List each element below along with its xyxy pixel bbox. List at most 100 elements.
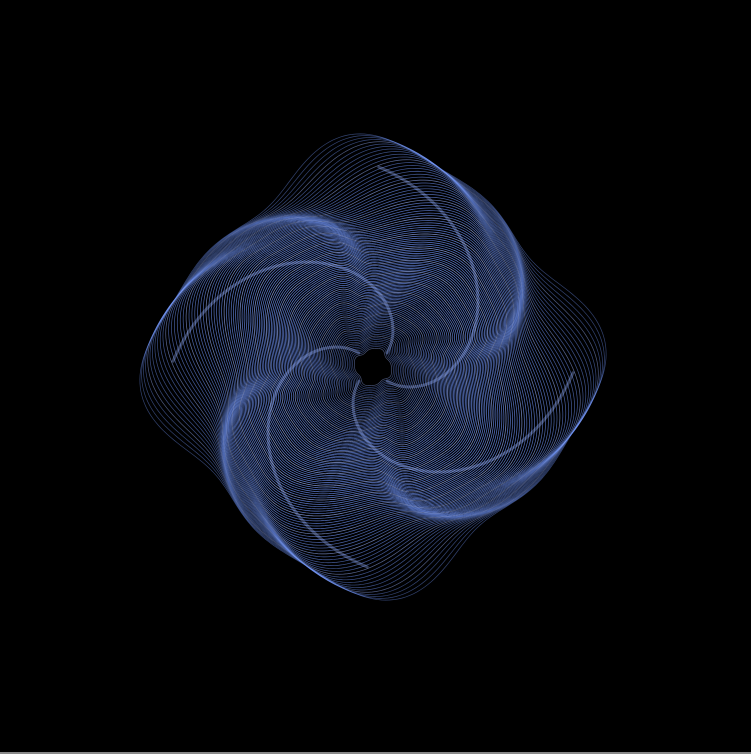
swirl-line xyxy=(339,333,407,401)
swirl-line xyxy=(244,238,502,496)
swirl-line xyxy=(321,315,425,419)
spiral-arm xyxy=(377,165,480,389)
swirl-line xyxy=(162,156,584,578)
swirl-line xyxy=(262,256,484,478)
swirl-line xyxy=(334,328,412,406)
swirl-line xyxy=(324,318,422,416)
swirl-line xyxy=(329,323,417,411)
swirl-line xyxy=(315,309,431,425)
swirl-line xyxy=(249,243,497,491)
swirl-line xyxy=(269,263,477,471)
swirl-line xyxy=(205,199,541,535)
swirl-line xyxy=(213,207,533,527)
swirl-line xyxy=(235,229,511,505)
swirl-line xyxy=(311,305,435,429)
swirl-line xyxy=(233,227,513,507)
swirl-line xyxy=(350,344,396,390)
swirl-line xyxy=(328,322,418,412)
swirl-line xyxy=(200,194,546,540)
spiral-arm xyxy=(171,260,395,363)
swirl-line xyxy=(314,308,432,426)
swirl-line xyxy=(309,303,437,431)
swirl-line xyxy=(352,346,394,388)
swirl-line xyxy=(154,148,592,586)
swirl-line xyxy=(176,170,570,564)
swirl-line xyxy=(141,135,605,599)
swirl-line xyxy=(264,258,482,476)
swirl-line xyxy=(292,286,454,448)
swirl-line xyxy=(257,251,489,483)
swirl-line xyxy=(261,255,485,479)
swirl-line xyxy=(211,205,535,529)
swirl-line xyxy=(247,241,499,493)
swirl-line xyxy=(185,179,561,555)
swirl-line xyxy=(296,290,450,444)
swirl-line xyxy=(274,268,472,466)
swirl-line xyxy=(259,253,487,481)
swirl-line xyxy=(306,300,440,434)
spiral-arms xyxy=(171,165,575,569)
swirl-line xyxy=(323,317,423,417)
swirl-line xyxy=(230,224,516,510)
swirl-line xyxy=(281,275,465,459)
swirl-line xyxy=(182,176,564,558)
swirl-line xyxy=(256,250,490,484)
swirl-line xyxy=(242,236,504,498)
swirl-line xyxy=(145,139,601,595)
swirl-line xyxy=(317,311,429,423)
swirl-line xyxy=(157,151,589,583)
swirl-line xyxy=(347,341,399,393)
swirl-line xyxy=(289,283,457,451)
swirl-line xyxy=(168,162,578,572)
swirl-line xyxy=(318,312,428,422)
swirl-line xyxy=(287,281,459,453)
spiral-arm xyxy=(351,371,575,474)
swirl-line xyxy=(241,235,505,499)
swirl-line xyxy=(139,133,607,601)
swirl-line xyxy=(302,296,444,438)
swirl-line xyxy=(272,266,474,468)
swirl-line xyxy=(174,168,572,566)
swirl-line xyxy=(320,314,426,420)
swirl-line xyxy=(238,232,508,502)
swirl-line xyxy=(223,217,523,517)
swirl-line xyxy=(341,335,405,399)
swirl-line xyxy=(290,284,456,450)
swirl-line xyxy=(221,215,525,519)
swirl-line xyxy=(304,298,442,436)
bottom-edge-strip xyxy=(0,752,751,754)
swirl-line xyxy=(300,294,446,440)
swirl-line xyxy=(218,212,528,522)
swirl-line xyxy=(254,248,492,486)
swirl-line xyxy=(285,279,461,455)
swirl-line xyxy=(228,222,518,512)
swirl-line xyxy=(237,231,509,503)
swirl-line xyxy=(239,233,507,501)
swirl-line xyxy=(253,247,493,487)
swirl-line xyxy=(271,265,475,469)
swirl-line xyxy=(202,196,544,538)
swirl-line xyxy=(326,320,420,414)
swirl-line xyxy=(338,332,408,402)
line-layers xyxy=(139,133,607,601)
swirl-line xyxy=(171,165,575,569)
spiral-arm xyxy=(266,345,369,569)
swirl-line xyxy=(226,220,520,514)
swirl-line xyxy=(354,348,392,386)
swirl-line xyxy=(336,330,410,404)
swirl-line xyxy=(208,202,538,532)
swirl-line xyxy=(165,159,581,575)
swirl-line xyxy=(143,137,603,597)
swirl-line xyxy=(312,306,434,428)
swirl-line xyxy=(251,245,495,489)
swirl-line xyxy=(331,325,415,409)
swirl-line xyxy=(216,210,530,524)
swirl-line xyxy=(345,339,401,395)
swirl-line xyxy=(188,182,558,552)
swirl-line xyxy=(267,261,479,473)
swirl-line xyxy=(266,260,480,474)
swirl-line xyxy=(278,272,468,462)
swirl-line xyxy=(333,327,413,407)
